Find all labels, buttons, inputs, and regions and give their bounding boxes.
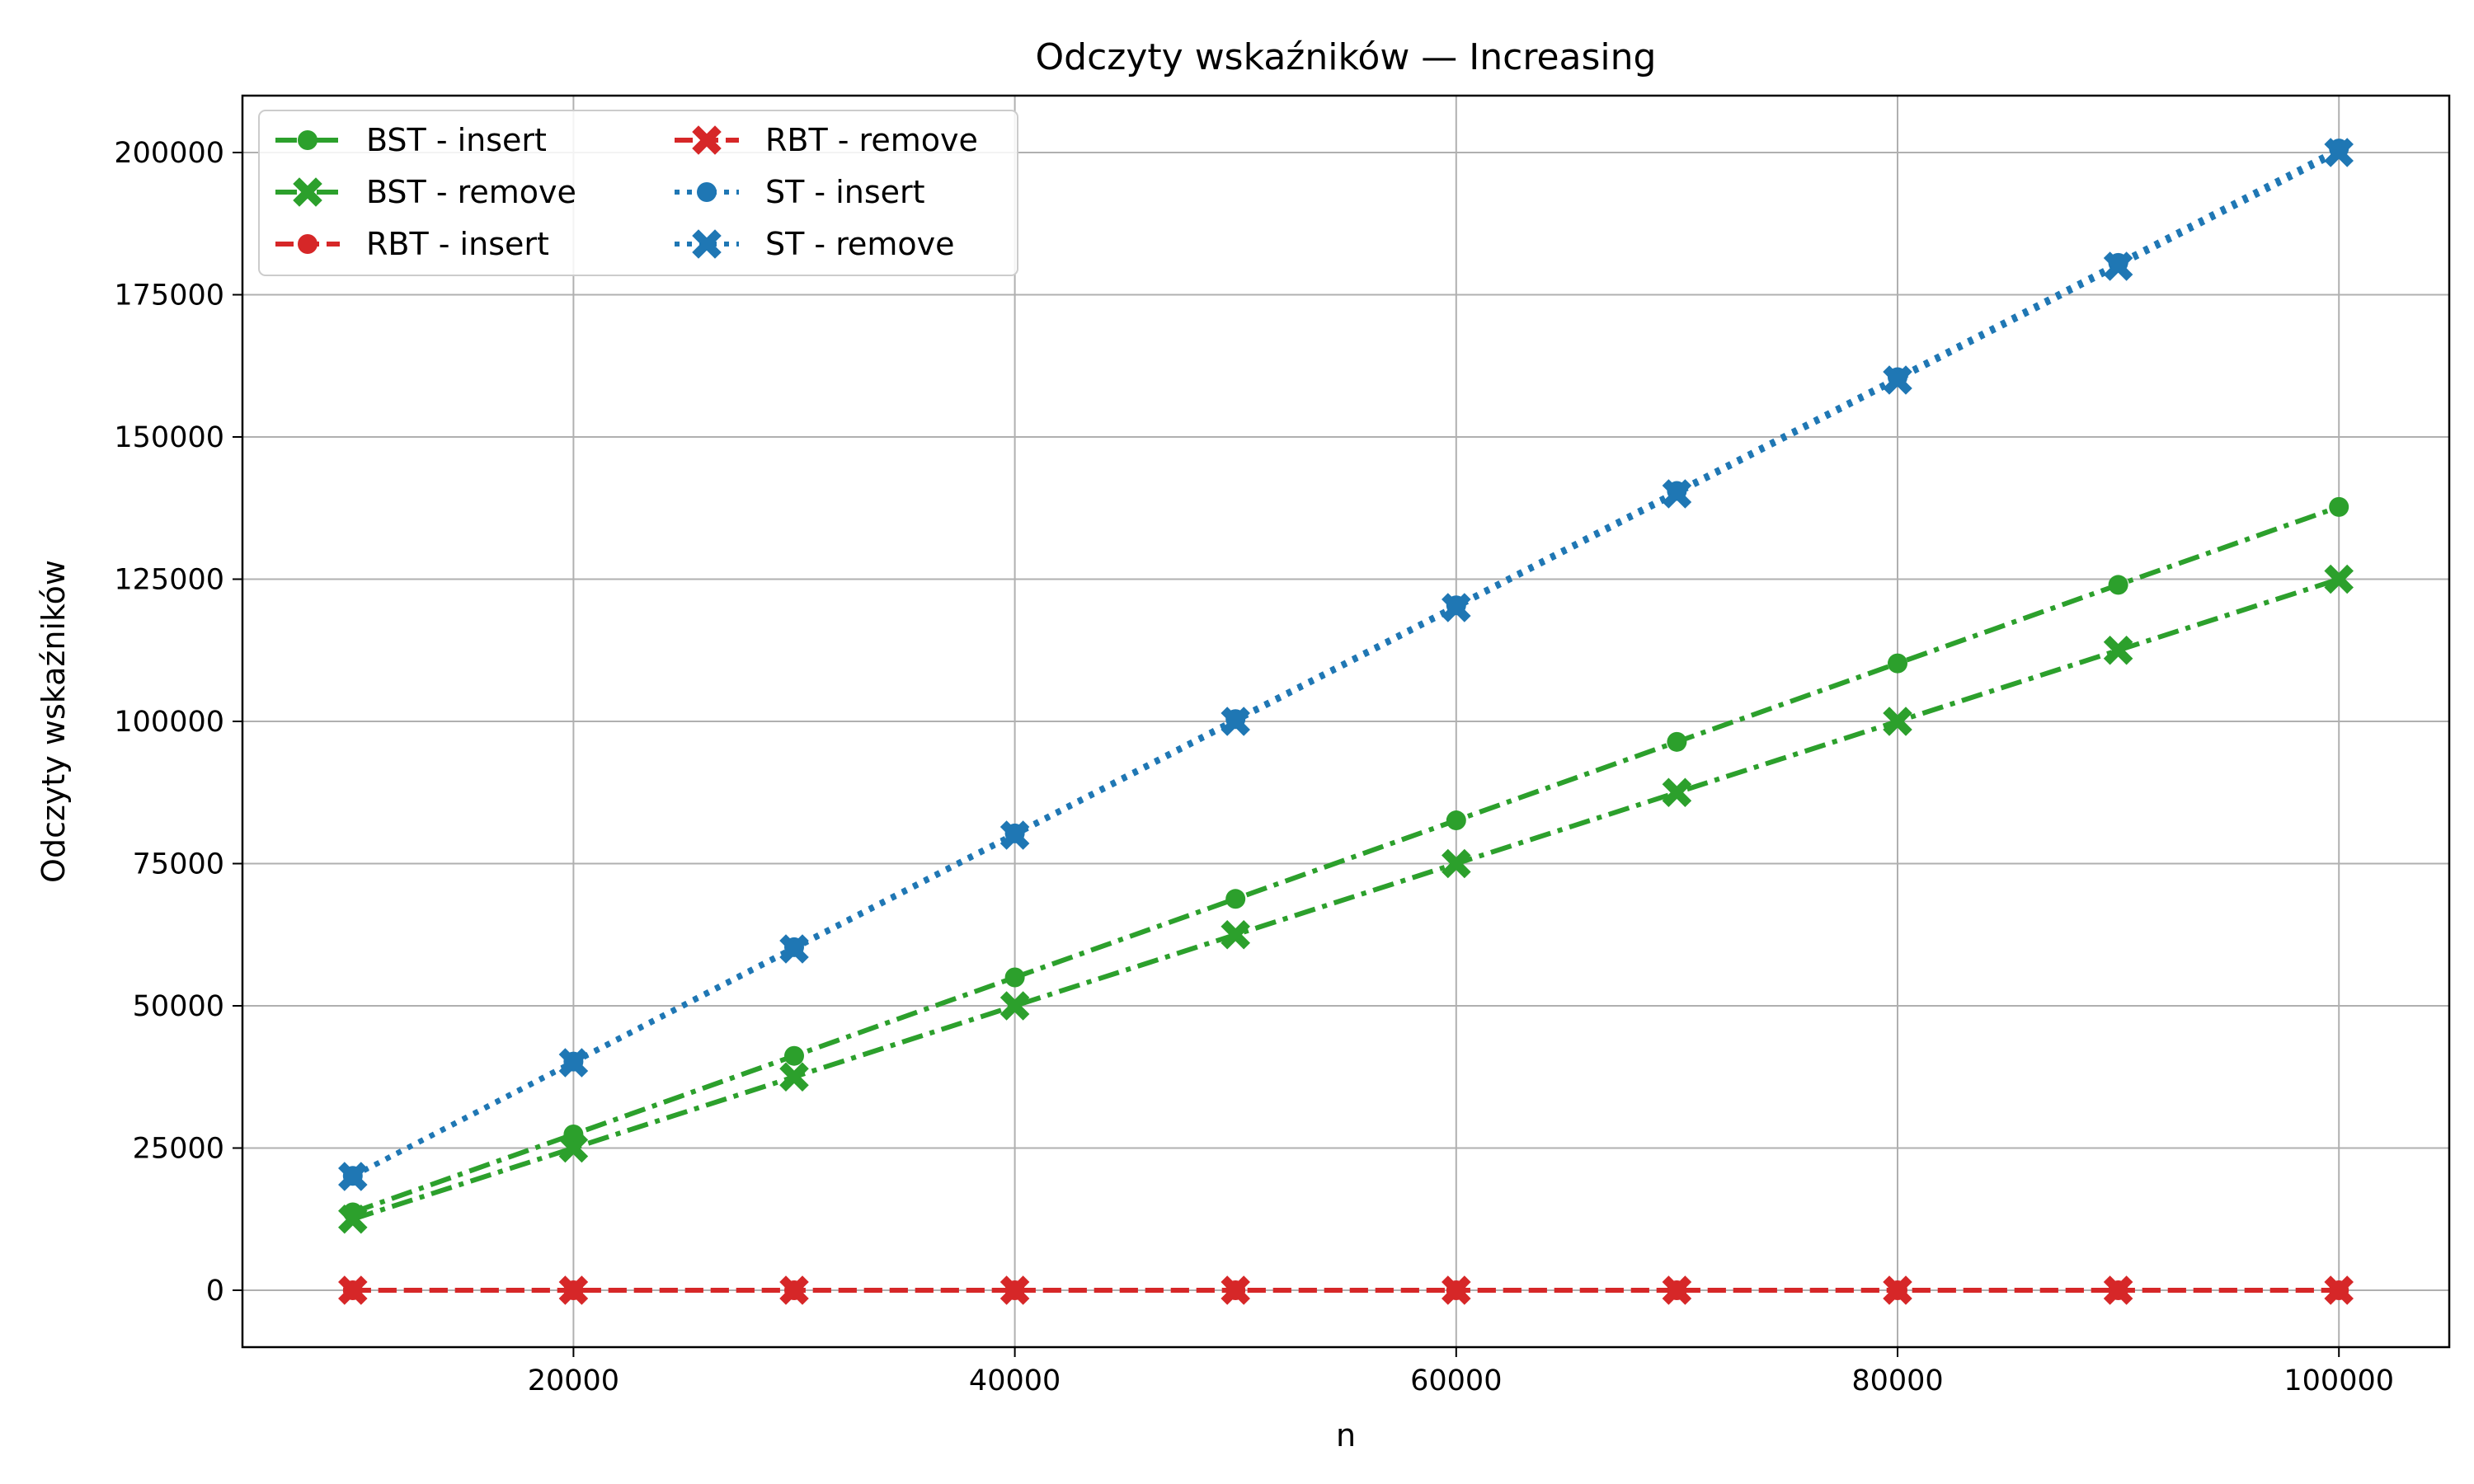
legend-label: ST - insert: [765, 174, 925, 210]
data-point: [558, 1133, 589, 1163]
data-point: [1221, 919, 1250, 950]
legend: BST - insert BST - remove RBT - insert RBT …: [258, 110, 1018, 276]
x-tick-label: 100000: [2284, 1364, 2394, 1397]
data-point: [338, 1275, 368, 1305]
x-tick-label: 60000: [1410, 1364, 1502, 1397]
data-point: [2324, 1275, 2354, 1305]
data-point: [1667, 731, 1687, 752]
legend-item: ST - remove: [675, 226, 955, 262]
series-line: [351, 150, 2340, 1179]
data-point: [1442, 593, 1471, 622]
data-point: [999, 991, 1030, 1021]
data-point: [999, 820, 1030, 850]
legend-marker: [298, 234, 317, 254]
data-point: [1442, 848, 1471, 879]
legend-item: RBT - insert: [275, 226, 549, 262]
data-point: [779, 1275, 809, 1305]
data-point: [1883, 707, 1912, 736]
data-point: [1221, 1275, 1250, 1305]
data-point: [1446, 810, 1466, 831]
legend-marker: [293, 177, 322, 207]
series-line: [351, 576, 2340, 1222]
data-point: [1662, 1275, 1692, 1305]
y-tick-label: 25000: [133, 1133, 224, 1166]
series-bst-remove: [338, 564, 2354, 1234]
data-point: [338, 1162, 368, 1191]
y-tick-label: 75000: [133, 848, 224, 881]
series-layer: [338, 138, 2354, 1305]
legend-label: BST - remove: [366, 174, 576, 210]
legend-label: ST - remove: [765, 226, 955, 262]
data-point: [1662, 777, 1692, 808]
data-point: [1883, 1275, 1912, 1305]
data-point: [1662, 479, 1692, 509]
series-rbt-remove: [338, 1275, 2354, 1305]
data-point: [1442, 1275, 1471, 1305]
data-point: [1221, 707, 1250, 736]
data-point: [2103, 251, 2133, 281]
data-point: [779, 1062, 809, 1092]
y-axis-label: Odczyty wskaźników: [35, 560, 72, 883]
legend-item: RBT - remove: [675, 122, 978, 158]
series-bst-insert: [342, 496, 2349, 1223]
legend-marker: [692, 125, 722, 155]
data-point: [2324, 138, 2354, 167]
x-tick-label: 80000: [1851, 1364, 1943, 1397]
x-tick-label: 20000: [528, 1364, 619, 1397]
data-point: [1883, 365, 1912, 395]
legend-label: BST - insert: [366, 122, 547, 158]
y-tick-label: 200000: [114, 137, 224, 170]
data-point: [558, 1048, 589, 1078]
legend-label: RBT - remove: [765, 122, 978, 158]
legend-item: ST - insert: [675, 174, 925, 210]
data-point: [2108, 575, 2128, 595]
data-point: [2324, 564, 2354, 594]
y-tick-label: 50000: [133, 990, 224, 1023]
legend-item: BST - insert: [275, 122, 547, 158]
series-line: [351, 505, 2340, 1215]
data-point: [2103, 1275, 2133, 1305]
data-point: [558, 1275, 589, 1305]
y-tick-label: 100000: [114, 706, 224, 739]
chart-title: Odczyty wskaźników — Increasing: [1036, 36, 1657, 78]
y-tick-label: 150000: [114, 421, 224, 454]
data-point: [779, 934, 809, 964]
series-st-remove: [338, 138, 2354, 1191]
ticks: 20000 40000 60000 80000 100000 0 25000 50000 750…: [114, 137, 2394, 1397]
data-point: [1888, 653, 1907, 674]
data-point: [1225, 889, 1246, 909]
y-tick-label: 125000: [114, 564, 224, 597]
legend-marker: [692, 229, 722, 259]
data-point: [1004, 967, 1025, 988]
x-axis-label: n: [1336, 1417, 1356, 1453]
legend-item: BST - remove: [275, 174, 576, 210]
data-point: [2329, 496, 2349, 517]
data-point: [784, 1045, 804, 1066]
y-tick-label: 175000: [114, 279, 224, 312]
legend-marker: [697, 182, 717, 202]
legend-box: [258, 110, 1018, 276]
data-point: [2103, 635, 2133, 665]
legend-label: RBT - insert: [366, 226, 549, 262]
x-tick-label: 40000: [969, 1364, 1061, 1397]
data-point: [999, 1275, 1030, 1305]
y-tick-label: 0: [206, 1275, 224, 1308]
data-point: [338, 1204, 368, 1234]
legend-marker: [298, 130, 317, 150]
grid: [242, 96, 2449, 1347]
